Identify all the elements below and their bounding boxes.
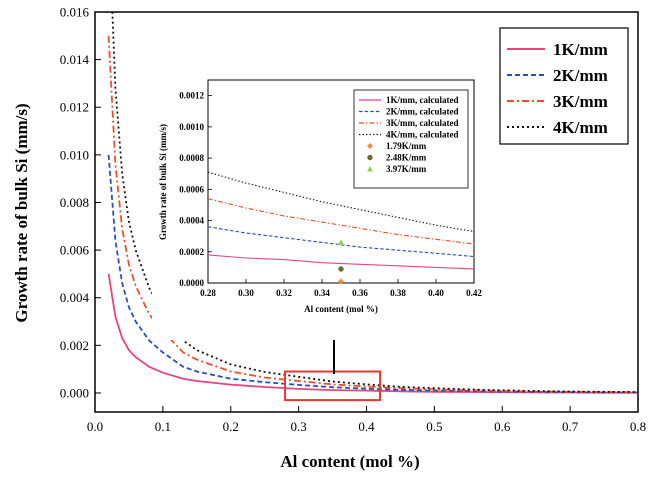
main-legend-label-4: 4K/mm: [553, 118, 608, 137]
main-x-tick-label: 0.7: [562, 419, 579, 434]
inset-x-tick-label: 0.40: [428, 288, 444, 298]
main-legend-label-1: 1K/mm: [553, 40, 608, 59]
inset-x-tick-label: 0.36: [352, 288, 368, 298]
main-x-tick-label: 0.6: [494, 419, 511, 434]
inset-series-group: [208, 171, 474, 270]
inset-point-diamond: [338, 278, 344, 285]
main-legend-label-2: 2K/mm: [553, 66, 608, 85]
inset-legend-point-label-1: 1.79K/mm: [386, 141, 427, 151]
inset-series-line-4: [208, 171, 474, 233]
main-y-tick-label: 0.012: [60, 100, 89, 115]
inset-y-tick-label: 0.0006: [179, 184, 204, 194]
main-x-axis-title: Al content (mol %): [280, 452, 419, 471]
main-legend-label-3: 3K/mm: [553, 92, 608, 111]
main-series-line-1: [107, 273, 638, 394]
main-x-tick-label: 0.2: [223, 419, 239, 434]
inset-legend-point-label-2: 2.48K/mm: [386, 153, 427, 163]
inset-x-tick-label: 0.28: [200, 288, 216, 298]
inset-legend-label-2: 2K/mm, calculated: [386, 107, 459, 117]
inset-series-line-2: [208, 226, 474, 258]
inset-legend-marker-1: [367, 143, 373, 149]
inset-x-tick-label: 0.42: [466, 288, 482, 298]
inset-x-tick-label: 0.32: [276, 288, 292, 298]
inset-legend: 1K/mm, calculated 2K/mm, calculated3K/mm,…: [353, 89, 469, 189]
main-series-line-4: [111, 12, 638, 393]
main-y-tick-label: 0.004: [60, 290, 90, 305]
main-x-tick-label: 0.3: [291, 419, 307, 434]
main-x-tick-label: 0.1: [155, 419, 171, 434]
inset-series-line-3: [208, 198, 474, 245]
inset-chart: 0.28 0.30 0.32 0.34 0.36 0.38 0.40 0.42 0.0000 0.…: [152, 70, 492, 340]
main-y-tick-label: 0.002: [60, 338, 89, 353]
main-axis-ticks: 0.0 0.1 0.2 0.3 0.4 0.5 0.6 0.7 0.8 0.000 0.002 0.0…: [60, 5, 646, 435]
inset-y-tick-label: 0.0010: [179, 122, 204, 132]
inset-x-tick-label: 0.30: [238, 288, 254, 298]
main-y-tick-label: 0.010: [60, 147, 89, 162]
main-y-tick-label: 0.000: [60, 385, 89, 400]
main-y-tick-label: 0.016: [60, 5, 90, 20]
main-legend: 1K/mm 2K/mm 3K/mm 4K/mm: [499, 27, 629, 145]
inset-point-circle: [338, 266, 344, 272]
main-x-tick-label: 0.0: [87, 419, 103, 434]
inset-y-tick-label: 0.0002: [179, 247, 204, 257]
zoom-region-box: [284, 370, 382, 402]
inset-y-tick-label: 0.0012: [179, 91, 204, 101]
main-x-tick-label: 0.8: [630, 419, 646, 434]
main-series-line-2: [107, 154, 638, 394]
inset-legend-marker-2: [367, 154, 373, 161]
inset-legend-label-4: 4K/mm, calculated: [386, 130, 459, 140]
inset-y-tick-label: 0.0000: [179, 278, 204, 288]
main-y-tick-label: 0.006: [60, 243, 90, 258]
inset-series-line-1: [208, 254, 474, 270]
inset-legend-label-1: 1K/mm, calculated: [386, 95, 459, 105]
inset-y-tick-label: 0.0008: [179, 153, 204, 163]
inset-point-triangle: [338, 239, 344, 245]
main-x-tick-label: 0.5: [426, 419, 442, 434]
inset-x-axis-title: Al content (mol %): [304, 304, 378, 314]
inset-y-tick-label: 0.0004: [179, 216, 204, 226]
inset-legend-box: [353, 89, 469, 189]
main-y-axis-title: Growth rate of bulk Si (mm/s): [12, 103, 31, 322]
main-y-tick-label: 0.008: [60, 195, 89, 210]
inset-measured-points: [338, 239, 344, 285]
inset-legend-marker-3: [367, 166, 373, 172]
main-y-tick-label: 0.014: [60, 52, 90, 67]
inset-legend-label-3: 3K/mm, calculated: [386, 118, 459, 128]
main-legend-box: [499, 27, 629, 145]
inset-x-tick-label: 0.38: [390, 288, 406, 298]
inset-legend-point-label-3: 3.97K/mm: [386, 164, 427, 174]
main-x-tick-label: 0.4: [358, 419, 375, 434]
inset-y-axis-title: Growth rate of bulk Si (mm/s): [158, 124, 168, 240]
inset-x-tick-label: 0.34: [314, 288, 330, 298]
main-series-group: [107, 12, 638, 394]
inset-axis-ticks: 0.28 0.30 0.32 0.34 0.36 0.38 0.40 0.42 0.0000 0.…: [179, 91, 482, 298]
